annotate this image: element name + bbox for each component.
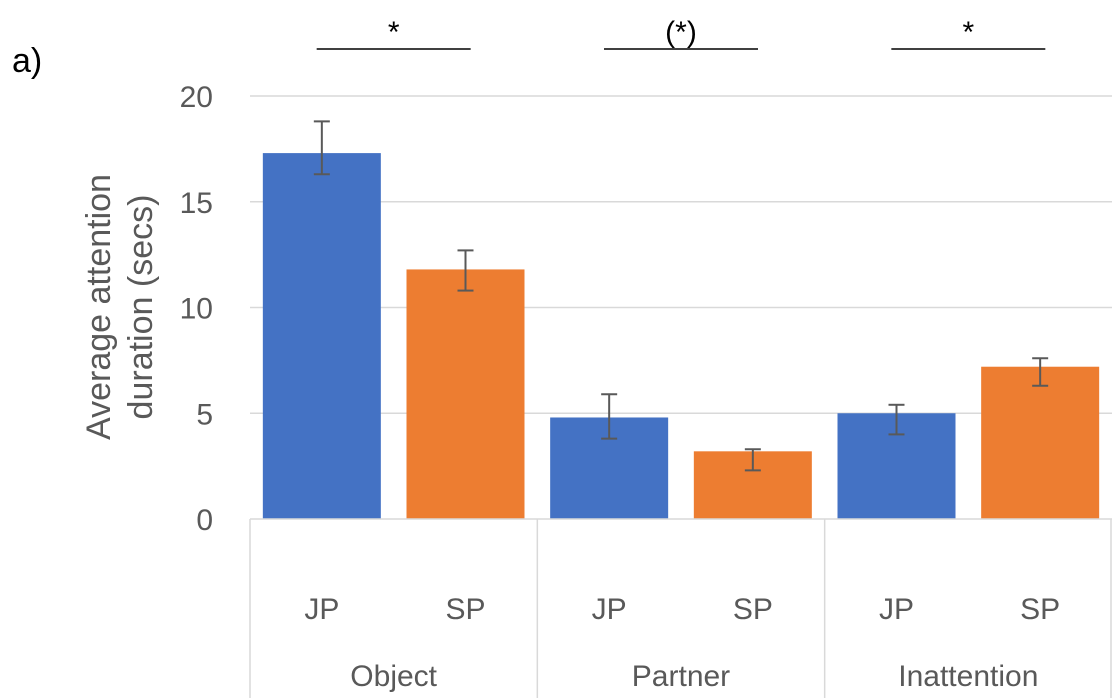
bars xyxy=(262,153,1100,520)
y-axis-label-line: duration (secs) xyxy=(122,195,160,420)
x-tick-label: JP xyxy=(592,593,627,626)
y-tick-label: 0 xyxy=(196,504,213,537)
y-tick-label: 10 xyxy=(180,293,213,326)
x-tick-label: SP xyxy=(733,593,773,626)
y-tick-label: 5 xyxy=(196,398,213,431)
panel-label: a) xyxy=(12,42,42,80)
y-axis-label: Average attention duration (secs) xyxy=(80,174,160,440)
y-tick-label: 15 xyxy=(180,187,213,220)
y-tick-labels: 0 5 10 15 20 xyxy=(180,81,213,537)
significance-label: * xyxy=(962,16,974,49)
y-axis-label-line: Average attention xyxy=(80,174,118,440)
x-tick-label: SP xyxy=(445,593,485,626)
significance-markers: * (*) * xyxy=(316,16,1046,50)
x-tick-label: SP xyxy=(1020,593,1060,626)
group-label: Partner xyxy=(632,660,730,693)
x-axis: JP SP Object JP SP Partner JP SP Inattention xyxy=(249,518,1112,698)
bar xyxy=(406,269,525,519)
group-label: Object xyxy=(350,660,437,693)
error-bars xyxy=(313,120,1049,472)
significance-label: * xyxy=(388,16,400,49)
y-tick-label: 20 xyxy=(180,81,213,114)
gridlines xyxy=(250,95,1112,414)
x-tick-label: JP xyxy=(304,593,339,626)
bar xyxy=(262,153,381,520)
group-label: Inattention xyxy=(898,660,1038,693)
x-tick-label: JP xyxy=(879,593,914,626)
significance-label: (*) xyxy=(665,16,697,49)
y-axis-title: Average attention duration (secs) xyxy=(80,174,160,440)
bar xyxy=(981,366,1100,519)
